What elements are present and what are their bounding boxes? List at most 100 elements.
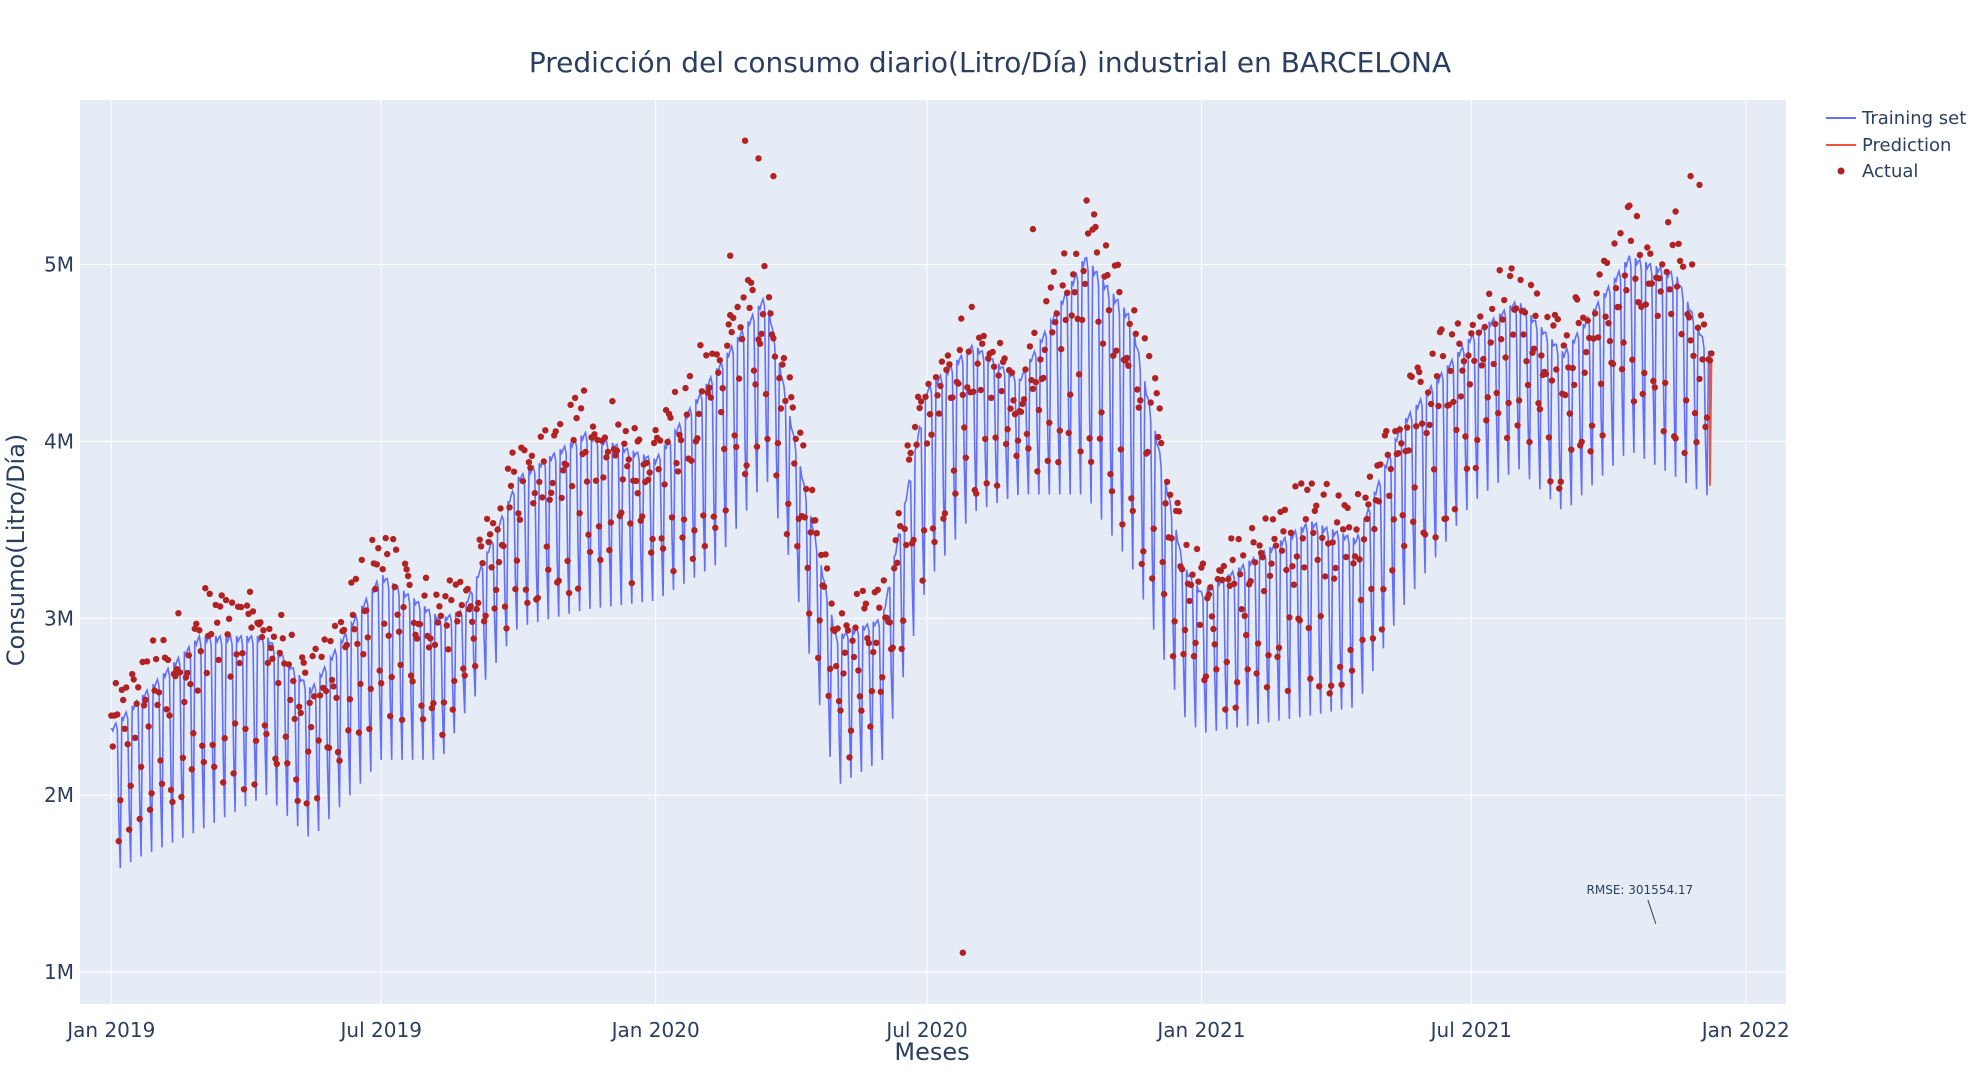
actual-point xyxy=(375,545,382,552)
actual-point xyxy=(228,599,236,606)
actual-point xyxy=(409,678,416,685)
actual-point xyxy=(925,380,932,388)
actual-point xyxy=(1064,289,1071,296)
actual-point xyxy=(1287,529,1295,536)
actual-point xyxy=(333,694,340,701)
actual-point xyxy=(580,387,588,394)
actual-point xyxy=(1338,681,1345,688)
actual-point xyxy=(483,515,491,523)
actual-point xyxy=(1071,289,1078,296)
actual-point xyxy=(589,423,597,430)
actual-point xyxy=(1581,369,1588,376)
actual-point xyxy=(489,520,497,527)
actual-point xyxy=(1126,320,1134,328)
actual-point xyxy=(384,550,391,558)
actual-point xyxy=(1411,484,1418,491)
actual-point xyxy=(929,525,937,532)
actual-point xyxy=(1248,524,1256,532)
actual-point xyxy=(140,702,148,709)
actual-point xyxy=(1163,478,1171,486)
actual-point xyxy=(1642,301,1650,308)
actual-point xyxy=(1108,488,1116,495)
actual-point xyxy=(1512,305,1520,312)
actual-point xyxy=(1568,446,1575,453)
actual-point xyxy=(1302,516,1310,523)
actual-point xyxy=(735,375,743,382)
actual-point xyxy=(715,369,722,376)
actual-point xyxy=(1451,506,1459,513)
actual-point xyxy=(472,662,479,670)
actual-point xyxy=(440,699,448,706)
legend-item-prediction[interactable]: Prediction xyxy=(1826,135,1951,156)
actual-point xyxy=(237,603,245,611)
actual-point xyxy=(1583,348,1590,356)
actual-point xyxy=(639,513,646,520)
actual-point xyxy=(1696,375,1703,383)
actual-point xyxy=(115,838,123,845)
legend-item-training[interactable]: Training set xyxy=(1826,108,1966,129)
actual-point xyxy=(1538,352,1545,359)
actual-point xyxy=(1371,525,1378,533)
actual-point xyxy=(1065,429,1072,437)
actual-point xyxy=(1433,373,1441,380)
actual-point xyxy=(1359,636,1366,644)
actual-point xyxy=(1138,560,1146,568)
actual-point xyxy=(670,567,677,575)
actual-point xyxy=(1310,529,1317,537)
actual-point xyxy=(1527,281,1535,289)
actual-point xyxy=(1087,458,1095,466)
actual-point xyxy=(1562,391,1569,399)
actual-point xyxy=(565,589,573,597)
actual-point xyxy=(695,410,703,418)
actual-point xyxy=(1014,437,1022,444)
actual-point xyxy=(220,779,227,786)
x-axis-ticks: Jan 2019 Jul 2019 Jan 2020 Jul 2020 Jan 2021… xyxy=(65,1018,1790,1042)
actual-point xyxy=(400,603,407,611)
actual-point xyxy=(1056,427,1064,434)
actual-point xyxy=(1058,345,1065,353)
actual-point xyxy=(357,680,364,688)
y-tick-label: 2M xyxy=(44,783,74,807)
actual-point xyxy=(1141,335,1149,342)
actual-point xyxy=(457,578,464,586)
actual-point xyxy=(1430,466,1438,473)
actual-point xyxy=(1301,564,1308,571)
actual-point xyxy=(850,653,858,661)
actual-point xyxy=(443,622,450,629)
actual-point xyxy=(659,545,667,552)
actual-point xyxy=(546,496,553,503)
actual-point xyxy=(645,476,652,483)
actual-point xyxy=(1632,275,1639,282)
actual-point xyxy=(812,517,819,524)
actual-point xyxy=(1187,581,1195,589)
actual-point xyxy=(560,467,567,474)
actual-point xyxy=(743,462,750,469)
actual-point xyxy=(585,531,592,538)
actual-point xyxy=(1280,528,1287,535)
actual-point xyxy=(1146,352,1153,360)
legend-item-actual[interactable]: Actual xyxy=(1837,161,1919,182)
actual-point xyxy=(479,560,486,567)
actual-point xyxy=(731,432,738,439)
actual-point xyxy=(1050,268,1058,275)
actual-point xyxy=(1162,500,1169,507)
actual-point xyxy=(1129,507,1137,515)
actual-point xyxy=(856,693,864,700)
actual-point xyxy=(804,564,811,572)
actual-point xyxy=(677,436,685,444)
actual-point xyxy=(1496,267,1503,274)
actual-point xyxy=(1062,316,1069,324)
actual-point xyxy=(1506,272,1514,280)
actual-point xyxy=(1603,259,1611,266)
actual-point xyxy=(907,449,914,457)
actual-point xyxy=(367,685,374,693)
actual-point xyxy=(211,763,218,770)
actual-point xyxy=(934,392,941,399)
actual-point xyxy=(1700,321,1708,328)
actual-point xyxy=(1266,572,1274,579)
actual-point xyxy=(1656,275,1663,282)
actual-point xyxy=(794,543,801,550)
actual-point xyxy=(331,622,339,630)
actual-point xyxy=(448,596,455,604)
actual-point xyxy=(1405,447,1412,454)
